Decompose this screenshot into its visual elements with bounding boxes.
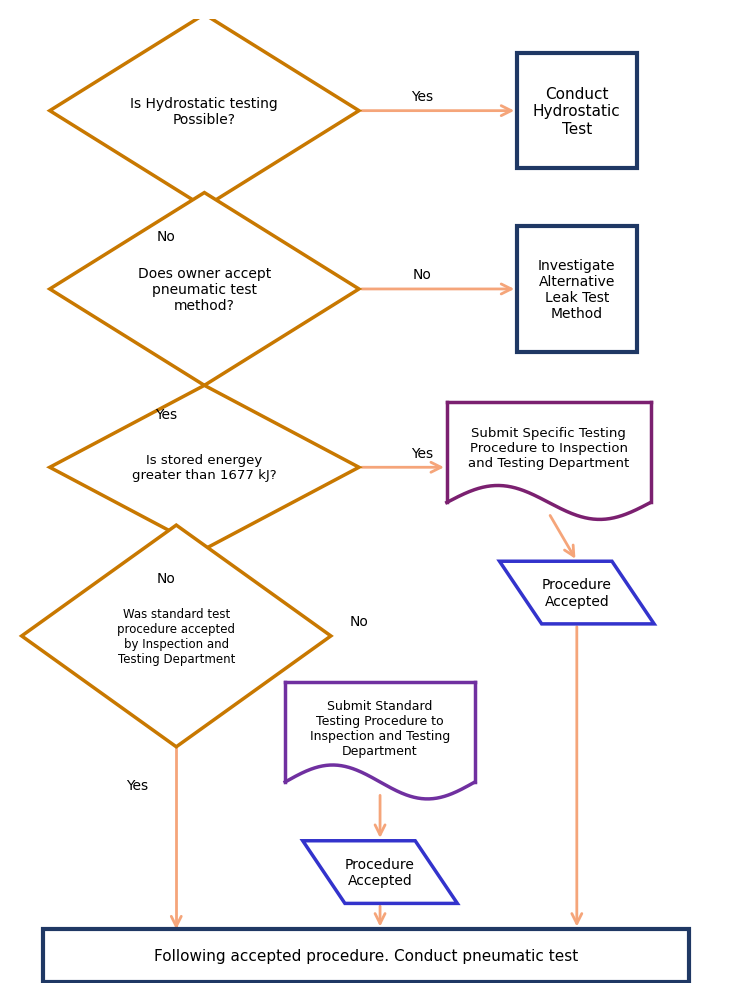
Polygon shape: [50, 194, 359, 386]
Polygon shape: [303, 841, 458, 904]
Text: No: No: [350, 615, 368, 629]
Bar: [42, 930, 690, 983]
Bar: [517, 227, 637, 352]
Text: Was standard test
procedure accepted
by Inspection and
Testing Department: Was standard test procedure accepted by …: [117, 608, 235, 665]
Text: Following accepted procedure. Conduct pneumatic test: Following accepted procedure. Conduct pn…: [154, 949, 578, 964]
Text: Submit Specific Testing
Procedure to Inspection
and Testing Department: Submit Specific Testing Procedure to Ins…: [468, 427, 630, 470]
Polygon shape: [499, 562, 654, 624]
Polygon shape: [50, 15, 359, 208]
Text: Yes: Yes: [154, 408, 177, 422]
Text: Yes: Yes: [127, 778, 149, 792]
Text: Submit Standard
Testing Procedure to
Inspection and Testing
Department: Submit Standard Testing Procedure to Ins…: [310, 699, 450, 756]
Text: Procedure
Accepted: Procedure Accepted: [542, 578, 612, 608]
Polygon shape: [50, 386, 359, 550]
Text: Yes: Yes: [411, 446, 433, 460]
Text: Does owner accept
pneumatic test
method?: Does owner accept pneumatic test method?: [138, 267, 271, 313]
Text: Is stored energey
greater than 1677 kJ?: Is stored energey greater than 1677 kJ?: [132, 453, 277, 481]
Bar: [517, 54, 637, 170]
Text: Investigate
Alternative
Leak Test
Method: Investigate Alternative Leak Test Method: [538, 259, 616, 321]
Text: No: No: [413, 268, 432, 282]
Text: Yes: Yes: [411, 90, 433, 104]
Text: Procedure
Accepted: Procedure Accepted: [345, 858, 415, 888]
Text: Is Hydrostatic testing
Possible?: Is Hydrostatic testing Possible?: [130, 96, 278, 126]
Text: Conduct
Hydrostatic
Test: Conduct Hydrostatic Test: [533, 86, 621, 136]
Text: No: No: [157, 572, 175, 586]
Text: No: No: [157, 230, 175, 244]
Polygon shape: [22, 526, 331, 747]
